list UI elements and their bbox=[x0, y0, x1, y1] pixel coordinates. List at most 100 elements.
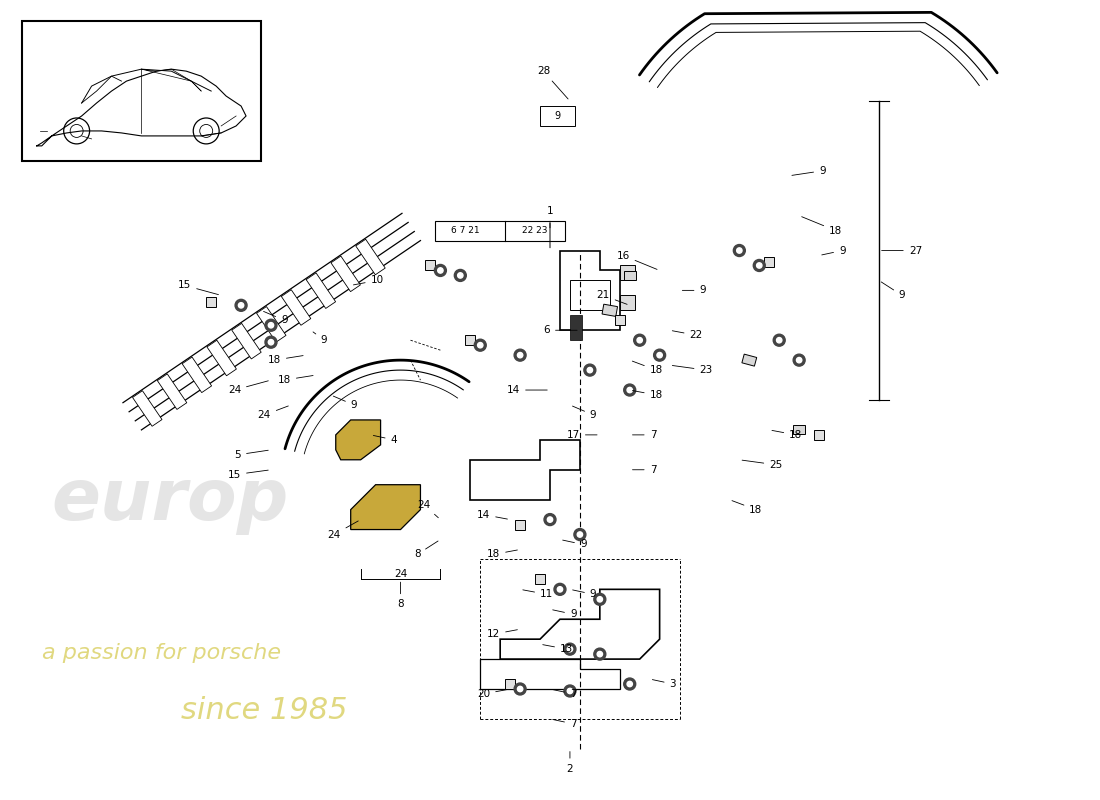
Circle shape bbox=[737, 248, 742, 254]
Bar bbox=[793, 426, 805, 434]
Text: 18: 18 bbox=[802, 217, 843, 235]
Bar bbox=[436, 221, 565, 241]
Circle shape bbox=[458, 273, 463, 278]
Circle shape bbox=[554, 583, 565, 595]
Circle shape bbox=[568, 688, 573, 694]
Text: 24: 24 bbox=[257, 406, 288, 420]
Text: 9: 9 bbox=[573, 590, 596, 599]
Text: 9: 9 bbox=[792, 166, 826, 176]
Circle shape bbox=[793, 354, 805, 366]
Circle shape bbox=[773, 334, 785, 346]
Text: 9: 9 bbox=[314, 332, 328, 346]
Circle shape bbox=[544, 514, 556, 526]
Polygon shape bbox=[351, 485, 420, 530]
Text: since 1985: since 1985 bbox=[182, 696, 348, 725]
Circle shape bbox=[734, 245, 746, 257]
Text: 14: 14 bbox=[477, 510, 507, 520]
Bar bbox=[206, 298, 217, 307]
Circle shape bbox=[564, 685, 576, 697]
Circle shape bbox=[239, 302, 244, 308]
Bar bbox=[22, 22, 261, 161]
Circle shape bbox=[514, 349, 526, 361]
Circle shape bbox=[558, 586, 563, 592]
Polygon shape bbox=[132, 390, 162, 426]
Circle shape bbox=[634, 334, 646, 346]
Text: 13: 13 bbox=[542, 644, 573, 654]
Circle shape bbox=[454, 270, 466, 282]
Circle shape bbox=[757, 262, 762, 268]
Text: 8: 8 bbox=[414, 541, 438, 559]
Bar bbox=[540, 106, 575, 126]
Circle shape bbox=[564, 643, 576, 655]
Text: 9: 9 bbox=[552, 610, 576, 619]
Circle shape bbox=[594, 594, 606, 606]
Circle shape bbox=[268, 322, 274, 328]
Text: 9: 9 bbox=[554, 111, 561, 121]
Text: 18: 18 bbox=[772, 430, 802, 440]
Circle shape bbox=[574, 529, 586, 541]
Text: 24: 24 bbox=[328, 521, 359, 539]
Circle shape bbox=[624, 678, 636, 690]
Text: 24: 24 bbox=[228, 381, 268, 395]
Text: 7: 7 bbox=[632, 465, 657, 474]
Text: 23: 23 bbox=[672, 365, 713, 375]
Text: 17: 17 bbox=[566, 430, 597, 440]
Polygon shape bbox=[207, 340, 236, 376]
Circle shape bbox=[627, 387, 632, 393]
Polygon shape bbox=[232, 323, 261, 359]
Bar bbox=[505, 679, 515, 689]
Circle shape bbox=[477, 342, 483, 348]
Circle shape bbox=[514, 683, 526, 695]
Text: 7: 7 bbox=[552, 719, 576, 729]
Text: 24: 24 bbox=[417, 500, 438, 518]
Text: 16: 16 bbox=[616, 250, 657, 270]
Circle shape bbox=[796, 358, 802, 363]
Polygon shape bbox=[306, 273, 336, 309]
Text: 10: 10 bbox=[353, 275, 384, 286]
Text: 2: 2 bbox=[566, 751, 573, 774]
Text: 7: 7 bbox=[632, 430, 657, 440]
Bar bbox=[619, 295, 635, 310]
Bar bbox=[615, 315, 625, 326]
Text: 9: 9 bbox=[333, 396, 358, 410]
Circle shape bbox=[653, 349, 666, 361]
Text: 5: 5 bbox=[234, 450, 268, 460]
Circle shape bbox=[597, 597, 603, 602]
Text: 27: 27 bbox=[881, 246, 922, 255]
Polygon shape bbox=[183, 357, 211, 393]
Text: 11: 11 bbox=[522, 590, 553, 599]
Text: 9: 9 bbox=[822, 246, 846, 255]
Polygon shape bbox=[256, 306, 286, 342]
Circle shape bbox=[627, 682, 632, 686]
Text: 14: 14 bbox=[507, 385, 547, 395]
Text: 20: 20 bbox=[477, 689, 507, 699]
Text: a passion for porsche: a passion for porsche bbox=[42, 643, 280, 663]
Polygon shape bbox=[157, 374, 187, 410]
Circle shape bbox=[434, 265, 447, 277]
Text: 18: 18 bbox=[632, 390, 663, 400]
Bar bbox=[570, 315, 582, 340]
Bar bbox=[515, 519, 525, 530]
Circle shape bbox=[624, 384, 636, 396]
Circle shape bbox=[268, 339, 274, 345]
Text: 21: 21 bbox=[596, 290, 627, 304]
Circle shape bbox=[587, 367, 593, 373]
Text: 7: 7 bbox=[552, 689, 576, 699]
Circle shape bbox=[637, 338, 642, 343]
Text: 9: 9 bbox=[264, 311, 287, 326]
Text: 9: 9 bbox=[682, 286, 706, 295]
Bar bbox=[624, 271, 636, 280]
Text: 8: 8 bbox=[397, 582, 404, 610]
Text: 15: 15 bbox=[228, 470, 268, 480]
Bar bbox=[426, 261, 436, 270]
Circle shape bbox=[754, 259, 766, 271]
Bar bbox=[764, 258, 774, 267]
Text: 22: 22 bbox=[672, 330, 703, 340]
Circle shape bbox=[777, 338, 782, 343]
Text: 9: 9 bbox=[881, 282, 905, 300]
Circle shape bbox=[438, 268, 443, 273]
Circle shape bbox=[235, 299, 248, 311]
Polygon shape bbox=[336, 420, 381, 460]
Text: 18: 18 bbox=[267, 355, 304, 365]
Bar bbox=[465, 335, 475, 345]
